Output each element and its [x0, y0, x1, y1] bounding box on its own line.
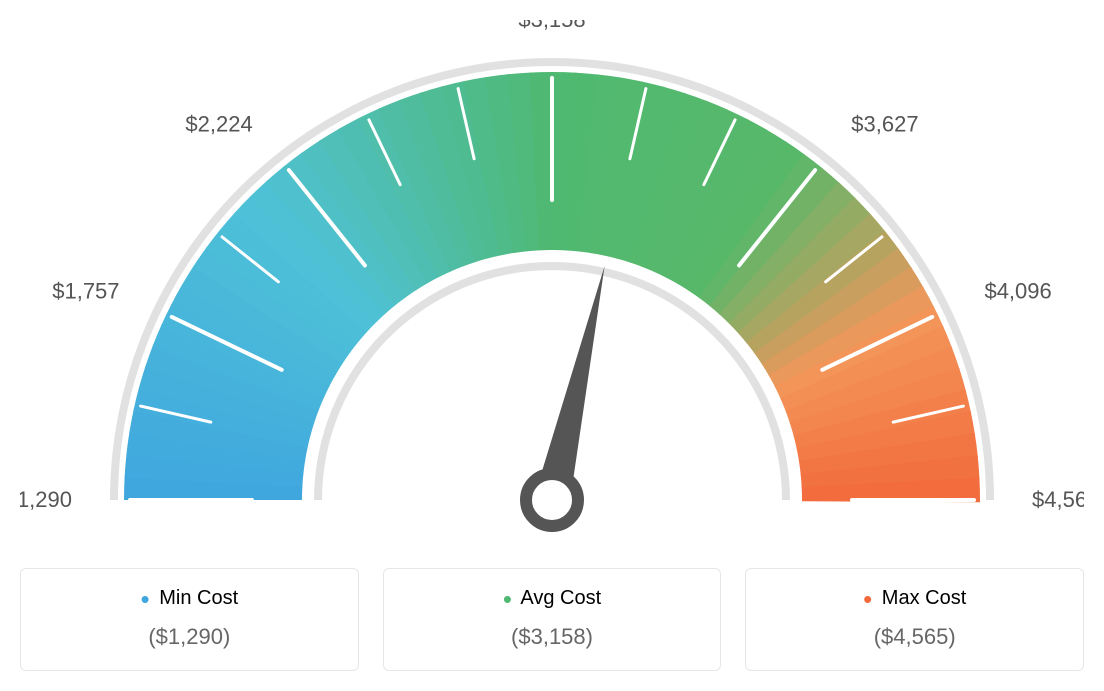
- legend-card-min: • Min Cost ($1,290): [20, 568, 359, 671]
- legend-row: • Min Cost ($1,290) • Avg Cost ($3,158) …: [20, 568, 1084, 671]
- svg-text:$2,224: $2,224: [185, 112, 252, 137]
- gauge-area: $1,290 $1,757 $2,224 $3,158 $3,627 $4,096 $4,5…: [20, 20, 1084, 540]
- legend-avg-title: • Avg Cost: [394, 587, 711, 610]
- legend-avg-label: Avg Cost: [520, 587, 601, 609]
- svg-text:$4,096: $4,096: [984, 279, 1051, 304]
- legend-avg-value: ($3,158): [394, 624, 711, 650]
- cost-gauge-chart: $1,290 $1,757 $2,224 $3,158 $3,627 $4,096 $4,5…: [20, 20, 1084, 671]
- legend-max-value: ($4,565): [756, 624, 1073, 650]
- legend-max-title: • Max Cost: [756, 587, 1073, 610]
- dot-icon: •: [503, 584, 512, 614]
- legend-min-title: • Min Cost: [31, 587, 348, 610]
- dot-icon: •: [141, 584, 150, 614]
- dot-icon: •: [863, 584, 872, 614]
- svg-text:$1,757: $1,757: [52, 279, 119, 304]
- svg-text:$3,627: $3,627: [851, 112, 918, 137]
- svg-text:$4,565: $4,565: [1032, 487, 1084, 512]
- legend-max-label: Max Cost: [882, 587, 966, 609]
- legend-card-avg: • Avg Cost ($3,158): [383, 568, 722, 671]
- legend-min-label: Min Cost: [159, 587, 238, 609]
- svg-text:$1,290: $1,290: [20, 487, 72, 512]
- legend-min-value: ($1,290): [31, 624, 348, 650]
- gauge-svg: $1,290 $1,757 $2,224 $3,158 $3,627 $4,096 $4,5…: [20, 20, 1084, 540]
- svg-text:$3,158: $3,158: [518, 20, 585, 32]
- legend-card-max: • Max Cost ($4,565): [745, 568, 1084, 671]
